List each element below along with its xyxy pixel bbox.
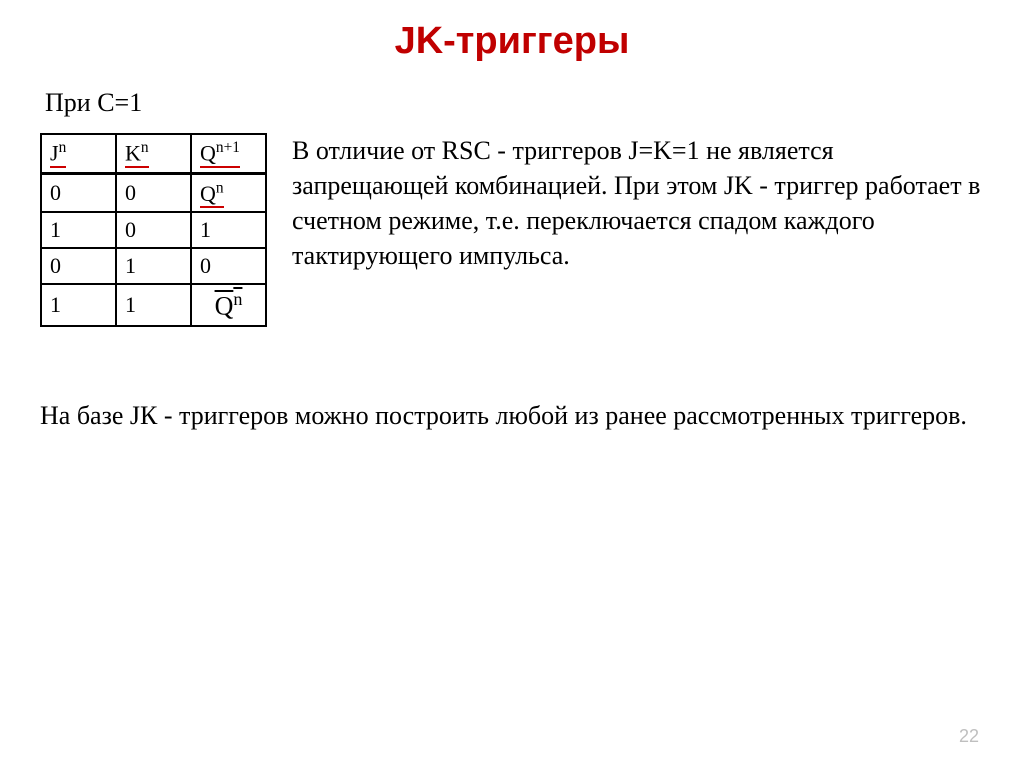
content-row: Jn Kn Qn+1 0 0 Qn 1 0 1 0 1 bbox=[40, 133, 984, 327]
truth-table-wrap: Jn Kn Qn+1 0 0 Qn 1 0 1 0 1 bbox=[40, 133, 267, 327]
bottom-paragraph: На базе JК - триггеров можно построить л… bbox=[40, 397, 984, 435]
truth-table: Jn Kn Qn+1 0 0 Qn 1 0 1 0 1 bbox=[40, 133, 267, 327]
table-row: 0 1 0 bbox=[41, 248, 266, 284]
table-row: 1 0 1 bbox=[41, 212, 266, 248]
description-text: В отличие от RSC - триггеров J=K=1 не яв… bbox=[292, 133, 984, 327]
table-row: 0 0 Qn bbox=[41, 174, 266, 212]
condition-text: При С=1 bbox=[45, 88, 984, 118]
page-title: JK-триггеры bbox=[40, 20, 984, 63]
header-q: Qn+1 bbox=[191, 134, 266, 174]
table-header-row: Jn Kn Qn+1 bbox=[41, 134, 266, 174]
table-row: 1 1 Qn bbox=[41, 284, 266, 327]
header-j: Jn bbox=[41, 134, 116, 174]
page-number: 22 bbox=[959, 726, 979, 747]
header-k: Kn bbox=[116, 134, 191, 174]
